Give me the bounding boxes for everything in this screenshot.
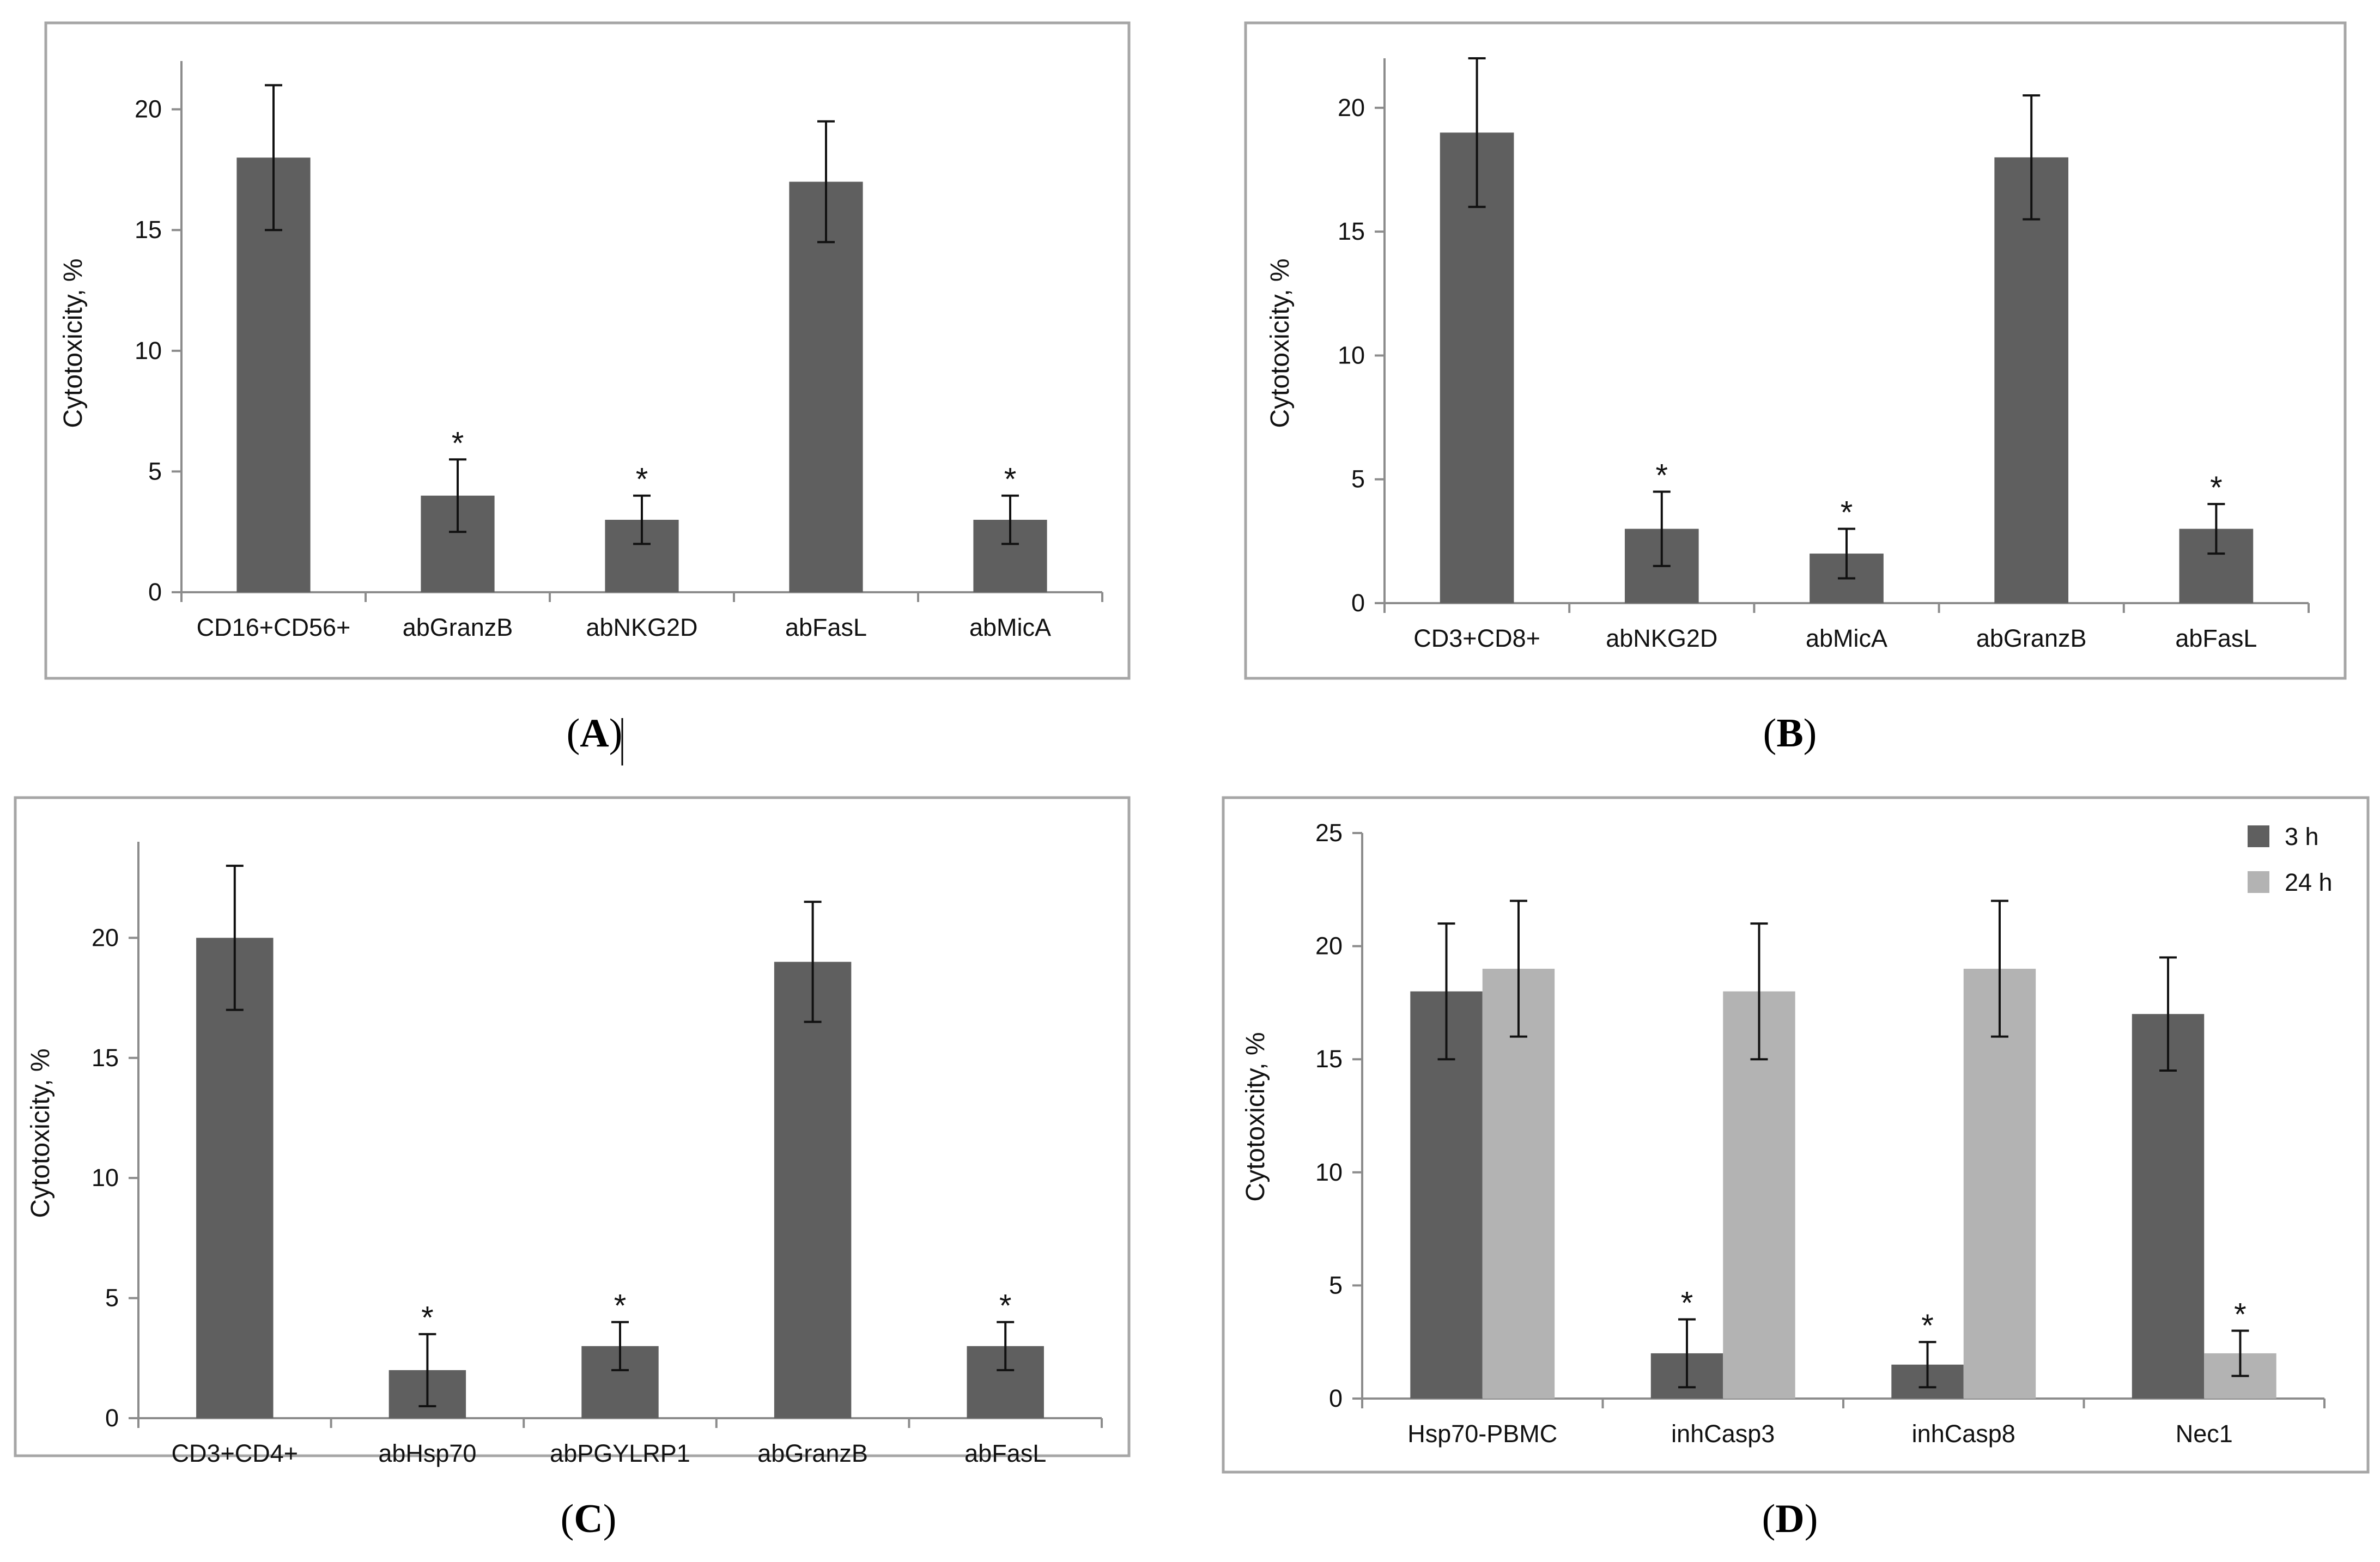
y-tick-label: 5: [148, 457, 162, 485]
bar: [789, 181, 863, 592]
x-tick-label: abGranzB: [1976, 624, 2087, 652]
legend-label: 24 h: [2285, 868, 2333, 896]
caption-close-paren: ): [1805, 1497, 1818, 1541]
y-axis-title: Cytotoxicity, %: [59, 258, 88, 428]
y-tick-label: 20: [1338, 94, 1365, 121]
x-tick-label: abGranzB: [757, 1439, 868, 1467]
panel-a-frame: [44, 21, 1131, 680]
panel-b-caption: (B): [1763, 711, 1817, 756]
significance-marker: *: [614, 1289, 627, 1324]
caption-open-paren: (: [561, 1497, 574, 1541]
y-axis-title: Cytotoxicity, %: [26, 1048, 55, 1218]
significance-marker: *: [421, 1300, 434, 1336]
panel-a-chart: 0 5 10 15 20 Cytotoxicity, % CD16+CD56+ abGranz…: [44, 21, 1131, 765]
x-tick-label: abMicA: [969, 613, 1051, 641]
x-tick-label: Hsp70-PBMC: [1407, 1420, 1557, 1448]
bar: [774, 962, 852, 1418]
y-tick-label: 10: [1315, 1158, 1343, 1186]
x-tick-label: inhCasp8: [1912, 1420, 2015, 1448]
panel-d-chart: 0 5 10 15 20 25 Cytotoxicity, % Hsp70-PBMC inhCa…: [1222, 796, 2370, 1541]
y-tick-label: 10: [1338, 341, 1365, 369]
caption-close-paren: ): [603, 1497, 617, 1541]
y-tick-label: 0: [105, 1404, 119, 1432]
x-tick-label: CD3+CD4+: [171, 1439, 298, 1467]
y-tick-label: 5: [1329, 1271, 1343, 1299]
panel-c-frame: [14, 796, 1131, 1457]
caption-open-paren: (: [567, 711, 580, 756]
bar: [1963, 969, 2036, 1399]
caption-open-paren: (: [1762, 1497, 1776, 1541]
y-tick-label: 5: [1351, 465, 1365, 493]
x-tick-label: inhCasp3: [1671, 1420, 1775, 1448]
y-axis-title: Cytotoxicity, %: [1241, 1032, 1270, 1201]
significance-marker: *: [1656, 458, 1668, 493]
x-tick-label: abMicA: [1806, 624, 1887, 652]
bar: [1440, 132, 1514, 603]
significance-marker: *: [1841, 495, 1853, 531]
panel-b-frame: [1244, 21, 2347, 680]
x-tick-label: abHsp70: [378, 1439, 476, 1467]
panel-d-caption: (D): [1762, 1497, 1818, 1541]
y-tick-label: 0: [1351, 589, 1365, 617]
significance-marker: *: [999, 1289, 1012, 1324]
x-tick-label: abNKG2D: [586, 613, 697, 641]
bar: [2132, 1014, 2205, 1399]
bar: [196, 938, 274, 1418]
y-tick-label: 20: [92, 923, 119, 951]
y-tick-label: 10: [92, 1164, 119, 1192]
y-tick-label: 5: [105, 1284, 119, 1312]
panel-c-chart: 0 5 10 15 20 Cytotoxicity, % CD3+CD4+ abHsp70 * a…: [14, 796, 1131, 1541]
y-tick-label: 0: [1329, 1384, 1343, 1412]
significance-marker: *: [1681, 1286, 1693, 1321]
panel-b-chart: 0 5 10 15 20 Cytotoxicity, % CD3+CD8+ abNKG2D * a…: [1244, 21, 2347, 756]
significance-marker: *: [636, 462, 648, 497]
x-tick-label: Nec1: [2176, 1420, 2233, 1448]
caption-letter: C: [574, 1497, 603, 1541]
caption-close-paren: ): [1804, 711, 1817, 756]
bar: [1482, 969, 1555, 1399]
significance-marker: *: [1921, 1308, 1934, 1344]
y-tick-label: 15: [1315, 1045, 1343, 1073]
y-tick-label: 15: [1338, 217, 1365, 245]
panel-a-caption: (A): [567, 711, 623, 756]
x-tick-label: CD16+CD56+: [197, 613, 351, 641]
significance-marker: *: [2210, 470, 2223, 506]
legend-swatch: [2248, 825, 2269, 847]
x-tick-label: CD3+CD8+: [1413, 624, 1540, 652]
caption-letter: B: [1776, 711, 1803, 756]
y-tick-label: 20: [135, 95, 162, 123]
y-tick-label: 10: [135, 337, 162, 364]
x-tick-label: abFasL: [785, 613, 867, 641]
x-tick-label: abFasL: [2175, 624, 2257, 652]
y-tick-label: 20: [1315, 932, 1343, 960]
x-tick-label: abPGYLRP1: [550, 1439, 690, 1467]
y-tick-label: 15: [135, 216, 162, 244]
significance-marker: *: [1004, 462, 1017, 497]
x-tick-label: abFasL: [964, 1439, 1046, 1467]
significance-marker: *: [452, 426, 464, 461]
y-axis-title: Cytotoxicity, %: [1266, 258, 1295, 428]
y-tick-label: 25: [1315, 819, 1343, 847]
x-tick-label: abGranzB: [403, 613, 513, 641]
caption-letter: A: [580, 711, 609, 756]
significance-marker: *: [2234, 1297, 2247, 1332]
panel-d-frame: [1222, 796, 2370, 1474]
x-tick-label: abNKG2D: [1606, 624, 1717, 652]
legend-swatch: [2248, 871, 2269, 893]
bar: [1994, 157, 2069, 603]
caption-close-paren: ): [609, 711, 623, 756]
panel-c-caption: (C): [561, 1497, 617, 1541]
caption-letter: D: [1775, 1497, 1804, 1541]
caption-open-paren: (: [1763, 711, 1777, 756]
legend-label: 3 h: [2285, 823, 2319, 850]
y-tick-label: 15: [92, 1044, 119, 1072]
y-tick-label: 0: [148, 578, 162, 606]
